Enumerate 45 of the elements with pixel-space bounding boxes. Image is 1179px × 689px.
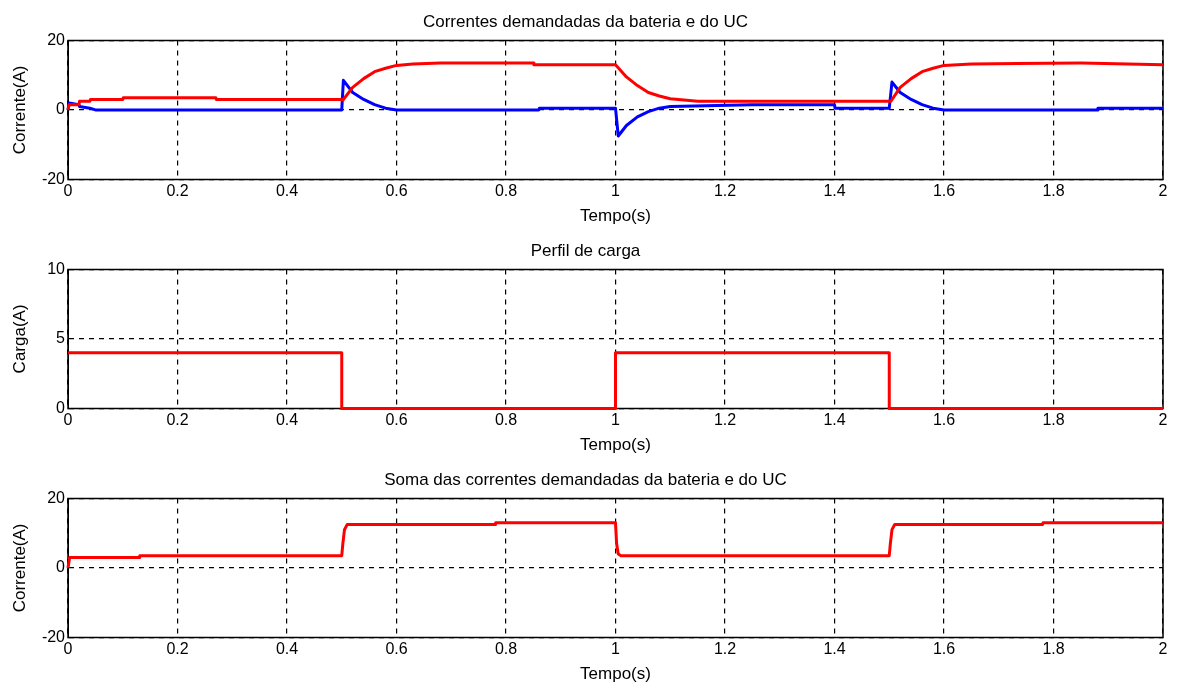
x-axis-title: Tempo(s) [580, 435, 651, 455]
x-tick-label: 1.6 [932, 182, 956, 200]
x-tick-label: 1.8 [1042, 182, 1065, 200]
x-tick-label: 0.2 [166, 640, 189, 658]
y-tick-label: 5 [56, 329, 66, 347]
x-tick-label: 1.2 [713, 411, 737, 429]
x-tick-label: 0.8 [494, 411, 518, 429]
x-tick-label: 0.4 [275, 640, 299, 658]
x-tick-label: 1.2 [713, 640, 737, 658]
x-tick-label: 1.4 [823, 411, 846, 429]
y-axis-title: Corrente(A) [9, 523, 29, 613]
y-tick-label: 10 [47, 259, 66, 277]
x-tick-label: 1 [611, 411, 621, 429]
x-tick-label: 0.2 [166, 182, 189, 200]
x-tick-label: 1.8 [1042, 411, 1065, 429]
y-axis-title: Corrente(A) [9, 65, 29, 155]
x-tick-label: 2 [1158, 182, 1168, 200]
x-tick-label: 2 [1158, 640, 1168, 658]
x-tick-label: 1.4 [823, 182, 846, 200]
x-tick-label: 1.4 [823, 640, 846, 658]
x-axis-title: Tempo(s) [580, 664, 651, 684]
x-tick-label: 0.6 [385, 640, 408, 658]
y-tick-label: 0 [56, 100, 66, 118]
chart-title: Perfil de carga [530, 240, 641, 260]
y-tick-label: 20 [47, 488, 66, 506]
y-axis-title: Carga(A) [9, 304, 29, 374]
x-tick-label: 0.2 [166, 411, 189, 429]
x-tick-label: 0.4 [275, 411, 299, 429]
chart-title: Soma das correntes demandadas da bateria e do UC [384, 469, 787, 489]
y-tick-label: 20 [47, 30, 66, 48]
x-tick-label: 1 [611, 182, 621, 200]
y-tick-label: 0 [56, 558, 66, 576]
x-tick-label: 1.6 [932, 411, 956, 429]
x-tick-label: 0.6 [385, 411, 408, 429]
x-tick-label: 0.4 [275, 182, 299, 200]
x-tick-label: 0.8 [494, 640, 518, 658]
x-tick-label: 0.6 [385, 182, 408, 200]
x-tick-label: 1.6 [932, 640, 956, 658]
x-tick-label: 2 [1158, 411, 1168, 429]
x-axis-title: Tempo(s) [580, 206, 651, 226]
x-tick-label: 1 [611, 640, 621, 658]
x-tick-label: 0.8 [494, 182, 518, 200]
x-tick-label: 1.2 [713, 182, 737, 200]
chart-title: Correntes demandadas da bateria e do UC [422, 11, 749, 31]
x-tick-label: 1.8 [1042, 640, 1065, 658]
